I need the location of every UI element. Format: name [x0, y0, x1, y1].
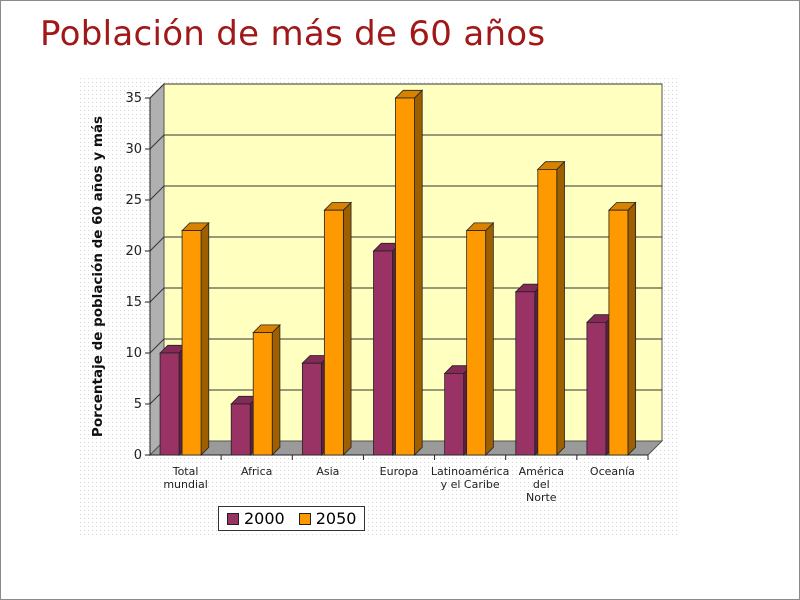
x-tick-label: Oceanía [590, 465, 635, 478]
y-tick-label: 25 [125, 193, 142, 208]
legend-swatch-2000 [227, 512, 239, 525]
bar-2000 [444, 372, 465, 456]
x-tick-label: Africa [241, 465, 272, 478]
y-tick-label: 35 [125, 91, 142, 106]
bar-2050 [252, 332, 273, 456]
bar-2000 [301, 362, 322, 456]
x-tick-label: Europa [380, 465, 419, 478]
y-tick-label: 20 [125, 244, 142, 259]
bar-2050 [395, 97, 415, 456]
chart-legend: 2000 2050 [218, 506, 366, 531]
bar-2050 [181, 230, 202, 456]
y-tick-label: 5 [134, 397, 142, 412]
gridline-side [149, 287, 165, 303]
y-tick-label: 30 [125, 142, 142, 157]
legend-label-2050: 2050 [315, 509, 357, 528]
gridline-side [149, 83, 165, 99]
bar-2000 [373, 250, 393, 456]
bar-2000 [230, 403, 251, 456]
gridline-side [149, 236, 165, 252]
bar-2000 [159, 352, 180, 456]
bar-side-2050 [271, 323, 281, 456]
y-tick-label: 0 [134, 448, 142, 463]
legend-swatch-2050 [298, 512, 311, 525]
bar-side-2050 [627, 201, 637, 456]
y-tick-label: 10 [125, 346, 142, 361]
bar-side-2050 [414, 89, 423, 456]
slide-title: Población de más de 60 años [40, 14, 546, 54]
legend-label-2000: 2000 [244, 509, 285, 528]
x-tick-label: América del Norte [519, 465, 564, 504]
bar-side-2050 [200, 221, 210, 456]
gridline-side [149, 338, 165, 354]
chart-area: 0 5 10 15 20 25 30 35 Total mundial Africa Asia Euro… [80, 78, 680, 538]
x-tick-label: Latinoamérica y el Caribe [431, 465, 510, 491]
x-tick-label: Total mundial [163, 465, 208, 491]
gridline-side [149, 134, 165, 150]
bar-2050 [537, 169, 558, 456]
bar-2000 [586, 321, 607, 456]
bar-chart: 0 5 10 15 20 25 30 35 Total mundial Africa Asia Euro… [80, 78, 680, 538]
y-tick-label: 15 [125, 295, 142, 310]
bar-side-2050 [485, 221, 494, 456]
bar-2050 [466, 230, 487, 456]
bar-2050 [608, 209, 629, 456]
gridline-side [149, 185, 165, 201]
legend-item-2000: 2000 [227, 509, 285, 528]
bar-2000 [515, 291, 536, 456]
bar-2050 [323, 209, 344, 456]
y-axis-title: Porcentaje de población de 60 años y más [90, 116, 106, 437]
x-tick-label: Asia [316, 465, 339, 478]
legend-item-2050: 2050 [298, 509, 357, 528]
bar-side-2050 [342, 201, 352, 456]
bar-side-2050 [556, 160, 565, 456]
